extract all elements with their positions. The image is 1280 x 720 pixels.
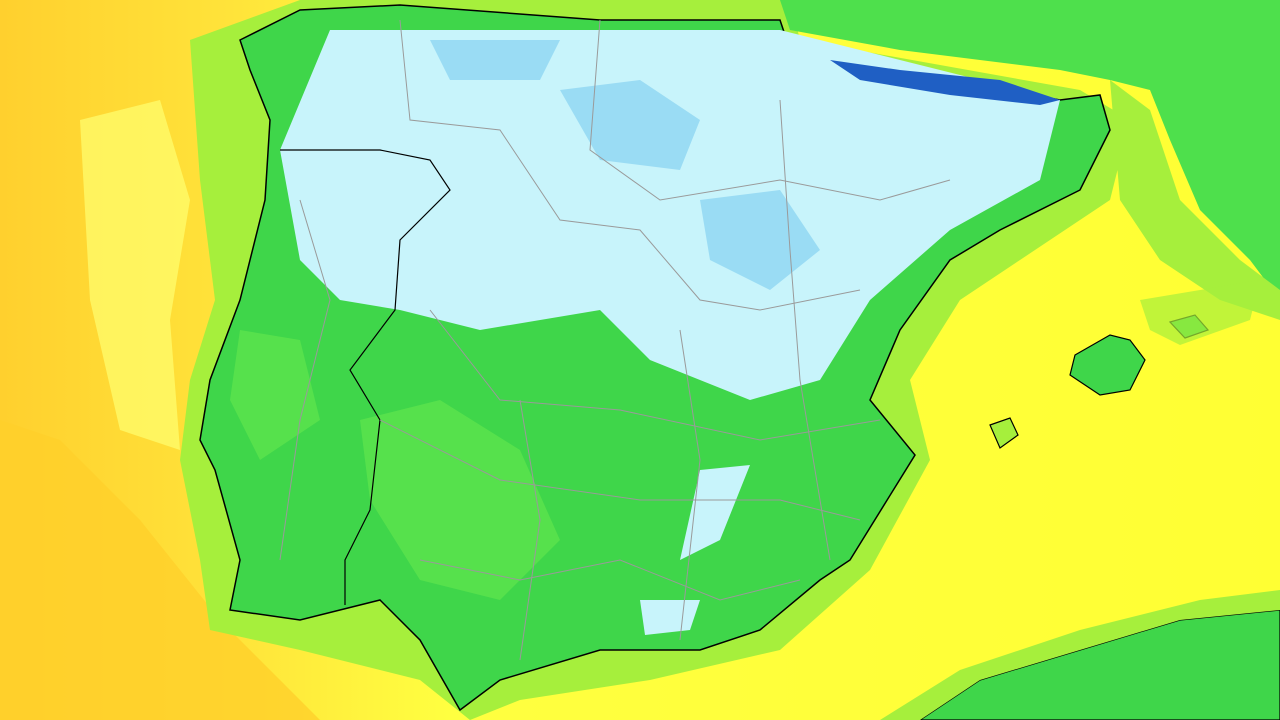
province-borders	[279, 19, 951, 661]
france-coast-band	[1110, 80, 1280, 320]
colder-patches	[430, 40, 820, 290]
cold-region	[280, 30, 1060, 400]
pale-sea-area	[80, 100, 190, 450]
mallorca	[1069, 334, 1146, 396]
pyrenees-very-cold	[830, 60, 1060, 105]
southern-mountain-cold	[640, 465, 750, 635]
warm-sea-area	[0, 420, 320, 720]
france-land	[780, 0, 1280, 300]
north-africa-coast-band	[880, 590, 1280, 720]
ibiza	[989, 417, 1019, 449]
balearic-coast-band	[1140, 280, 1260, 345]
lighter-green-zones	[230, 330, 560, 600]
portugal-border	[280, 149, 451, 605]
